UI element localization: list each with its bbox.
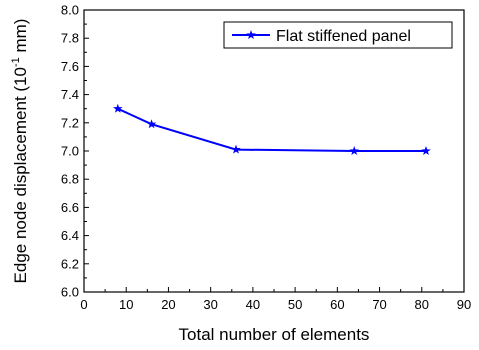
y-tick-label: 6.0 bbox=[61, 285, 79, 300]
y-axis-label-exponent: -1 bbox=[10, 57, 22, 67]
y-tick-label: 7.6 bbox=[61, 59, 79, 74]
data-point-star bbox=[113, 103, 123, 113]
y-axis-label: Edge node displacement (10-1 mm) bbox=[10, 19, 30, 284]
x-tick-label: 30 bbox=[203, 297, 217, 312]
y-tick-label: 6.4 bbox=[61, 228, 79, 243]
y-tick-label: 6.8 bbox=[61, 172, 79, 187]
x-tick-label: 50 bbox=[288, 297, 302, 312]
x-tick-label: 40 bbox=[246, 297, 260, 312]
legend: Flat stiffened panel bbox=[223, 21, 453, 49]
y-axis-ticks: 6.0 6.2 6.4 6.6 6.8 7.0 7.2 7.4 7.6 7.8 8.0 bbox=[61, 3, 89, 300]
x-tick-label: 20 bbox=[161, 297, 175, 312]
y-axis-label-unit: mm) bbox=[11, 19, 30, 58]
x-tick-label: 70 bbox=[372, 297, 386, 312]
x-axis-ticks: 0 10 20 30 40 50 60 70 80 90 bbox=[80, 287, 471, 312]
legend-star-marker bbox=[246, 30, 256, 40]
y-tick-label: 6.2 bbox=[61, 256, 79, 271]
x-tick-label: 0 bbox=[80, 297, 87, 312]
x-tick-label: 80 bbox=[415, 297, 429, 312]
y-tick-label: 7.2 bbox=[61, 115, 79, 130]
data-point-star bbox=[231, 144, 241, 154]
x-axis-label: Total number of elements bbox=[179, 325, 370, 344]
y-tick-label: 7.8 bbox=[61, 31, 79, 46]
y-axis-label-main: Edge node displacement (10 bbox=[11, 67, 30, 283]
series-layer bbox=[113, 103, 431, 156]
y-tick-label: 7.4 bbox=[61, 87, 79, 102]
x-tick-label: 10 bbox=[119, 297, 133, 312]
y-tick-label: 7.0 bbox=[61, 144, 79, 159]
x-tick-label: 60 bbox=[330, 297, 344, 312]
data-point-star bbox=[146, 119, 157, 129]
data-point-star bbox=[421, 146, 431, 156]
data-point-star bbox=[349, 146, 359, 156]
y-tick-label: 8.0 bbox=[61, 3, 79, 18]
legend-label: Flat stiffened panel bbox=[276, 28, 411, 45]
x-tick-label: 90 bbox=[457, 297, 471, 312]
y-tick-label: 6.6 bbox=[61, 200, 79, 215]
